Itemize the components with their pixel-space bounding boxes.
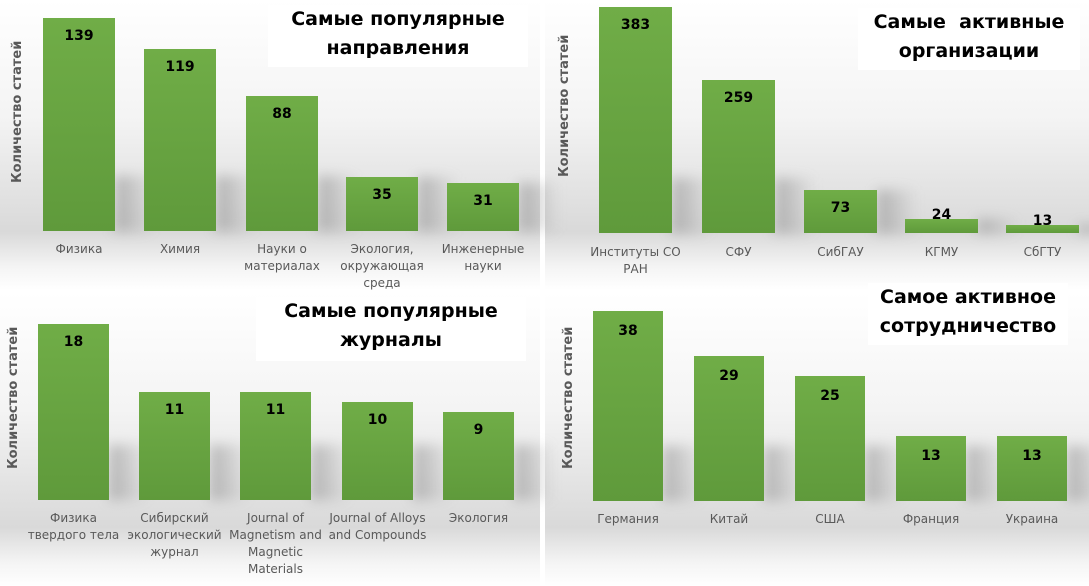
bar xyxy=(804,190,877,233)
chart-title-line: Самые популярные xyxy=(291,8,505,30)
bar xyxy=(905,219,978,233)
chart-title-line: направления xyxy=(326,37,470,59)
data-label: 31 xyxy=(473,193,493,209)
category-label: Франция xyxy=(902,512,960,526)
category-label: СФУ xyxy=(725,245,752,259)
data-label: 139 xyxy=(64,28,94,44)
category-label: Экология xyxy=(448,511,509,525)
chart-title-line: сотрудничество xyxy=(879,315,1057,337)
bar xyxy=(443,412,514,500)
category-label: Физика твердого тела xyxy=(27,511,120,542)
category-label: Украина xyxy=(1005,512,1059,526)
category-label: СбГТУ xyxy=(1023,245,1062,259)
bar xyxy=(43,18,115,231)
data-label: 13 xyxy=(921,448,941,464)
data-label: 11 xyxy=(164,402,185,418)
bar xyxy=(702,80,775,233)
bar xyxy=(694,356,764,501)
bar xyxy=(447,183,519,231)
bar xyxy=(38,324,109,500)
data-label: 24 xyxy=(931,207,952,223)
chart-title: Самое активное сотрудничество xyxy=(868,283,1068,345)
data-label: 73 xyxy=(830,200,851,216)
category-label: Сибирский экологический журнал xyxy=(127,511,222,559)
category-label: Китай xyxy=(709,512,749,526)
category-label: Институты СО РАН xyxy=(590,245,681,276)
data-label: 18 xyxy=(63,334,84,350)
bar-shadow xyxy=(519,183,559,231)
chart-title-line: Самые активные xyxy=(873,11,1065,33)
chart-title: Самые активные организации xyxy=(858,8,1080,70)
category-label: Науки о материалах xyxy=(244,242,320,273)
y-axis-label: Количество статей xyxy=(561,326,576,469)
chart-title-line: Самое активное xyxy=(880,286,1056,308)
data-label: 10 xyxy=(367,412,388,428)
bar xyxy=(342,402,413,500)
y-axis-label: Количество статей xyxy=(6,326,21,469)
category-label: Journal of Magnetism and Magnetic Materi… xyxy=(229,511,322,576)
bar xyxy=(1006,225,1079,233)
category-label: Химия xyxy=(159,242,201,256)
bar xyxy=(240,392,311,500)
y-axis-label: Количество статей xyxy=(10,40,25,183)
category-label: КГМУ xyxy=(924,245,959,259)
category-label: СибГАУ xyxy=(817,245,864,259)
bar-shadow xyxy=(1079,225,1089,233)
data-label: 9 xyxy=(473,422,484,438)
category-label: Экология, окружающая среда xyxy=(340,242,424,290)
data-label: 38 xyxy=(618,323,638,339)
y-axis-label: Количество статей xyxy=(557,34,572,177)
data-label: 35 xyxy=(372,187,392,203)
category-label: Journal of Alloys and Compounds xyxy=(328,511,427,542)
chart-title-line: Самые популярные xyxy=(284,300,498,322)
bar xyxy=(593,311,663,501)
category-label: Физика xyxy=(55,242,103,256)
bar xyxy=(896,436,966,501)
chart-title: Самые популярные направления xyxy=(268,5,528,67)
bar-shadow xyxy=(1067,446,1089,501)
data-label: 11 xyxy=(265,402,286,418)
data-label: 88 xyxy=(272,106,292,122)
chart-title-line: журналы xyxy=(340,329,442,351)
bar xyxy=(599,7,672,233)
data-label: 383 xyxy=(620,17,651,33)
data-label: 13 xyxy=(1032,213,1053,229)
data-label: 29 xyxy=(719,368,739,384)
bar xyxy=(144,49,216,231)
data-label: 119 xyxy=(165,59,195,75)
category-label: Германия xyxy=(597,512,659,526)
bar-shadow xyxy=(514,445,554,500)
data-label: 25 xyxy=(820,388,840,404)
category-label: Инженерные науки xyxy=(441,242,525,273)
data-label: 259 xyxy=(723,90,754,106)
bar xyxy=(997,436,1067,501)
chart-title: Самые популярные журналы xyxy=(256,297,526,361)
data-label: 13 xyxy=(1022,448,1042,464)
chart-title-line: организации xyxy=(898,40,1040,62)
bar xyxy=(795,376,865,501)
bar xyxy=(139,392,210,500)
bar xyxy=(246,96,318,231)
bar xyxy=(346,177,418,231)
category-label: США xyxy=(815,512,845,526)
